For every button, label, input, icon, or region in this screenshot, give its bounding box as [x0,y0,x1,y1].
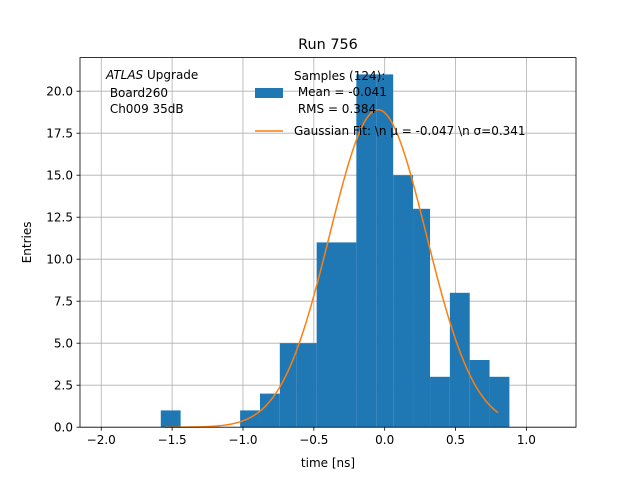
annotation-atlas: ATLAS [105,68,144,82]
histogram-bar [356,74,377,428]
legend-mean-label: Mean = -0.041 [294,85,387,99]
y-tick-label: 10.0 [46,253,73,267]
legend-fit-label: Gaussian Fit: \n μ = -0.047 \n σ=0.341 [294,124,526,138]
histogram-bar [489,376,510,428]
x-tick-label: −0.5 [299,433,328,447]
atlas-annotation: ATLAS Upgrade Board260 Ch009 35dB [105,68,198,116]
histogram-bar [259,393,280,428]
y-tick-label: 20.0 [46,85,73,99]
y-tick-label: 2.5 [54,379,73,393]
annotation-line-2: Board260 [106,86,168,100]
plot-frame [79,57,577,428]
x-axis-label: time [ns] [301,456,355,470]
histogram-bar [160,410,181,428]
x-tick-label: −2.0 [87,433,116,447]
x-axis-ticks: −2.0 −1.5 −1.0 −0.5 0.0 0.5 1.0 [87,427,536,447]
histogram-bar [279,343,297,428]
annotation-line-1: ATLAS Upgrade [105,68,198,82]
legend-histogram-label: Samples (124): [294,69,385,83]
legend-histogram-patch [255,88,283,98]
histogram-bar [413,208,431,428]
x-tick-label: 0.0 [375,433,394,447]
legend: Samples (124): Mean = -0.041 RMS = 0.384… [255,69,526,138]
y-axis-ticks: 0.0 2.5 5.0 7.5 10.0 12.5 15.0 17.5 20.0 [46,85,80,435]
x-tick-label: −1.5 [158,433,187,447]
chart-title: Run 756 [298,37,358,53]
y-tick-label: 17.5 [46,127,73,141]
histogram-bar [316,242,337,428]
histogram-bar [449,292,470,428]
annotation-upgrade: Upgrade [143,68,198,82]
y-axis-label: Entries [20,222,34,264]
y-tick-label: 0.0 [54,421,73,435]
x-tick-label: 0.5 [446,433,465,447]
histogram-bar [376,74,394,428]
gaussian-fit-curve [165,108,499,428]
x-tick-label: 1.0 [517,433,536,447]
histogram-bar [296,343,317,428]
histogram-bar [336,242,357,428]
y-tick-label: 5.0 [54,337,73,351]
histogram-bar [393,175,414,428]
y-tick-label: 7.5 [54,295,73,309]
y-tick-label: 15.0 [46,169,73,183]
y-tick-label: 12.5 [46,211,73,225]
x-tick-label: −1.0 [228,433,257,447]
annotation-line-3: Ch009 35dB [106,102,184,116]
legend-rms-label: RMS = 0.384 [294,102,376,116]
histogram-bar [430,376,450,428]
